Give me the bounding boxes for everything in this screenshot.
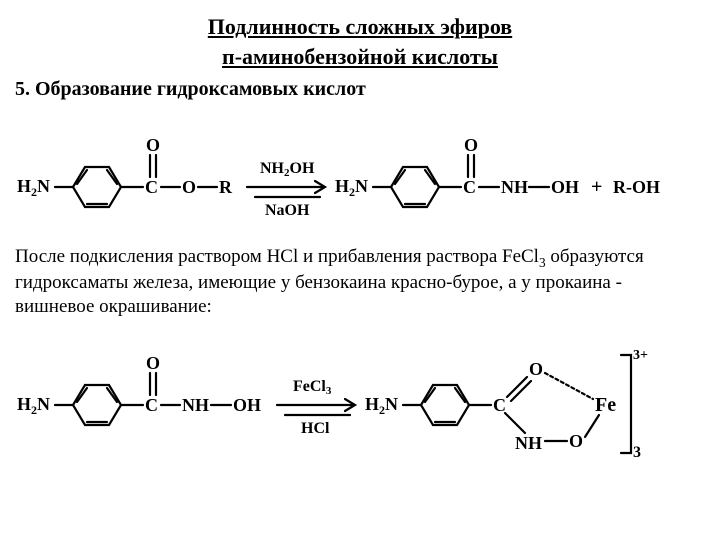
svg-text:O: O (529, 359, 543, 379)
svg-text:Fe: Fe (595, 394, 616, 416)
reaction-2-diagram: H2N C O NH OH FeCl3 HCl H2N C O (15, 325, 705, 465)
svg-text:R: R (219, 177, 233, 197)
svg-text:H2N: H2N (335, 176, 368, 199)
page-title-line2: п-аминобензойной кислоты (15, 44, 705, 70)
section-heading: 5. Образование гидроксамовых кислот (15, 78, 705, 101)
svg-text:H2N: H2N (17, 176, 50, 199)
svg-text:C: C (145, 177, 158, 197)
svg-text:NH2OH: NH2OH (260, 160, 315, 179)
svg-text:H2N: H2N (17, 394, 50, 417)
svg-text:NH: NH (515, 433, 542, 453)
svg-text:O: O (569, 431, 583, 451)
svg-text:NH: NH (501, 177, 528, 197)
svg-text:C: C (493, 395, 506, 415)
reaction-1-diagram: H2N C O O R NH2OH NaOH H2N C (15, 107, 705, 237)
svg-text:3+: 3+ (633, 348, 648, 363)
svg-text:FeCl3: FeCl3 (293, 378, 332, 397)
svg-text:OH: OH (233, 395, 261, 415)
svg-text:C: C (145, 395, 158, 415)
svg-text:R-OH: R-OH (613, 177, 660, 197)
svg-text:HCl: HCl (301, 420, 330, 437)
body-paragraph: После подкисления раствором HCl и прибав… (15, 245, 705, 319)
svg-text:NaOH: NaOH (265, 202, 310, 219)
svg-text:O: O (146, 135, 160, 155)
svg-text:C: C (463, 177, 476, 197)
svg-text:O: O (146, 353, 160, 373)
svg-text:H2N: H2N (365, 394, 398, 417)
svg-text:3: 3 (633, 444, 641, 461)
svg-text:+: + (591, 176, 602, 198)
svg-text:O: O (464, 135, 478, 155)
page-title-line1: Подлинность сложных эфиров (15, 14, 705, 40)
svg-text:O: O (182, 177, 196, 197)
svg-text:NH: NH (182, 395, 209, 415)
svg-text:OH: OH (551, 177, 579, 197)
